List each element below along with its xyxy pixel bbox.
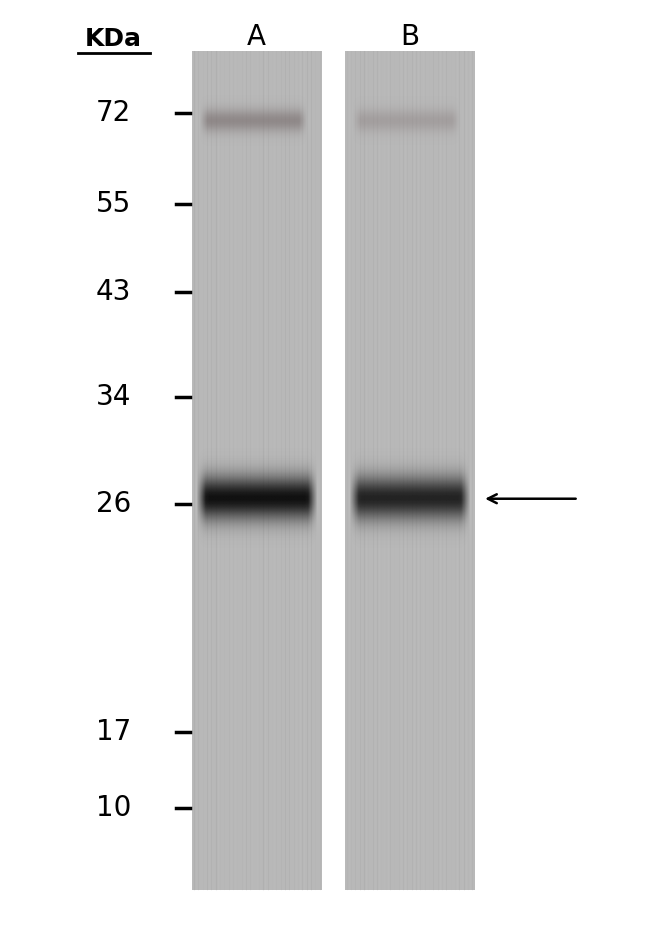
Bar <box>344 51 474 890</box>
Text: 26: 26 <box>96 490 131 518</box>
Text: B: B <box>400 23 419 51</box>
Text: KDa: KDa <box>85 27 142 51</box>
Text: 34: 34 <box>96 383 131 411</box>
Text: A: A <box>247 23 266 51</box>
Text: 72: 72 <box>96 99 131 127</box>
Text: 10: 10 <box>96 794 131 822</box>
Text: 43: 43 <box>96 278 131 306</box>
Text: 55: 55 <box>96 190 131 218</box>
Bar <box>192 51 322 890</box>
Text: 17: 17 <box>96 718 131 746</box>
